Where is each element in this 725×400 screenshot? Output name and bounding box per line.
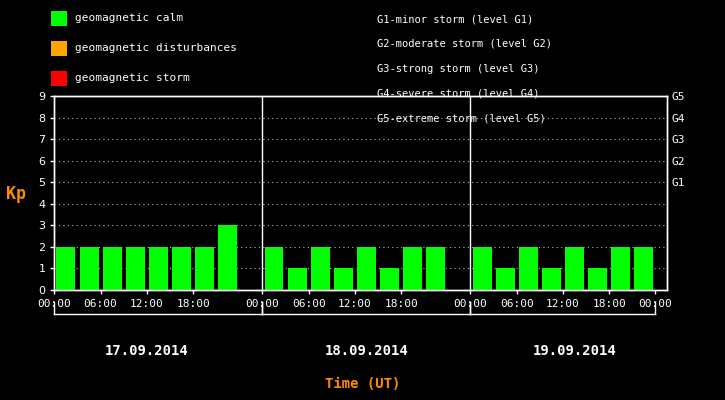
Bar [172,247,191,290]
Text: Kp: Kp [6,185,26,203]
Bar [403,247,422,290]
Text: 18.09.2014: 18.09.2014 [325,344,408,358]
Bar [80,247,99,290]
Bar [380,268,399,290]
Text: geomagnetic disturbances: geomagnetic disturbances [75,43,237,53]
Bar [634,247,653,290]
Bar [542,268,561,290]
Text: G3-strong storm (level G3): G3-strong storm (level G3) [377,64,539,74]
Bar [288,268,307,290]
Bar [426,247,445,290]
Bar [611,247,630,290]
Bar [57,247,75,290]
Bar [473,247,492,290]
Bar [218,225,237,290]
Bar [334,268,353,290]
Text: G4-severe storm (level G4): G4-severe storm (level G4) [377,88,539,98]
Bar [496,268,515,290]
Text: G5-extreme storm (level G5): G5-extreme storm (level G5) [377,113,546,123]
Text: geomagnetic calm: geomagnetic calm [75,13,183,23]
Text: Time (UT): Time (UT) [325,377,400,391]
Text: 17.09.2014: 17.09.2014 [105,344,188,358]
Bar [126,247,145,290]
Text: G1-minor storm (level G1): G1-minor storm (level G1) [377,14,534,24]
Bar [103,247,122,290]
Bar [265,247,283,290]
Text: 19.09.2014: 19.09.2014 [533,344,616,358]
Bar [311,247,330,290]
Bar [357,247,376,290]
Bar [588,268,607,290]
Text: G2-moderate storm (level G2): G2-moderate storm (level G2) [377,39,552,49]
Bar [195,247,214,290]
Bar [149,247,168,290]
Bar [565,247,584,290]
Text: geomagnetic storm: geomagnetic storm [75,73,190,83]
Bar [519,247,538,290]
